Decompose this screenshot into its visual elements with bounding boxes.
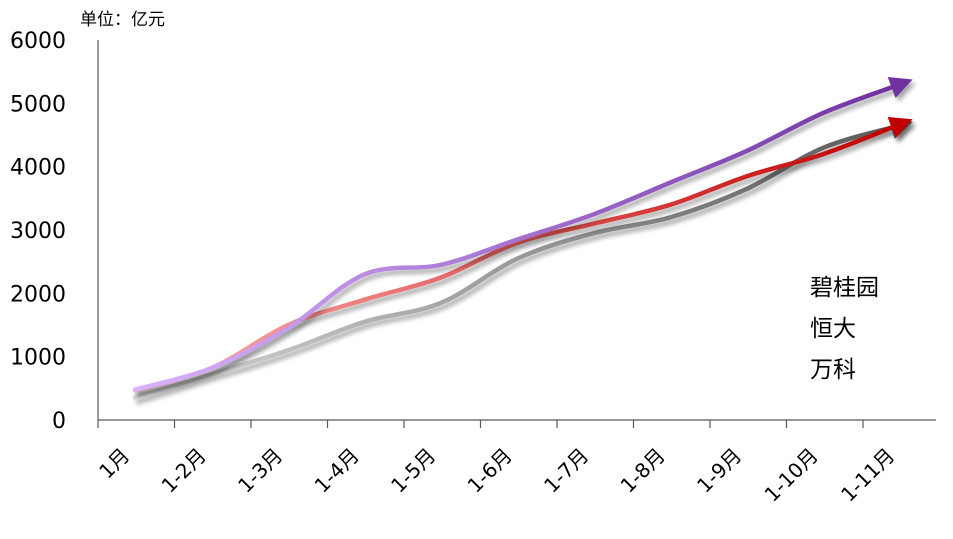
series-line-vk [132,117,913,393]
x-tick-label: 1-6月 [463,443,517,497]
series-line-bgy [132,76,913,392]
y-tick-label: 2000 [10,282,66,307]
x-tick-label: 1-8月 [616,443,670,497]
x-tick-label: 1月 [94,443,134,483]
x-tick-label: 1-5月 [386,443,440,497]
y-tick-label: 1000 [10,346,66,371]
x-tick-label: 1-3月 [233,443,287,497]
legend-label-vk: 万科 [810,357,856,383]
x-tick-label: 1-9月 [692,443,746,497]
y-tick-labels: 0 1000 2000 3000 4000 5000 6000 [10,29,66,434]
x-tick-marks [97,420,864,428]
x-tick-label: 1-11月 [836,443,899,506]
x-tick-label: 1-7月 [539,443,593,497]
y-tick-label: 5000 [10,92,66,117]
y-tick-label: 3000 [10,219,66,244]
series-line-hd [132,117,913,401]
x-tick-label: 1-2月 [157,443,211,497]
y-tick-label: 4000 [10,156,66,181]
y-tick-label: 6000 [10,29,66,54]
x-tick-label: 1-4月 [310,443,364,497]
legend-label-bgy: 碧桂园 [810,275,879,301]
x-tick-labels: 1月 1-2月 1-3月 1-4月 1-5月 1-6月 1-7月 1-8月 1-9月 1-10月 1… [94,443,899,506]
legend-label-hd: 恒大 [810,316,856,342]
unit-label: 单位：亿元 [80,10,165,30]
y-tick-label: 0 [52,409,66,434]
x-tick-label: 1-10月 [760,443,823,506]
series-lines [132,76,913,401]
